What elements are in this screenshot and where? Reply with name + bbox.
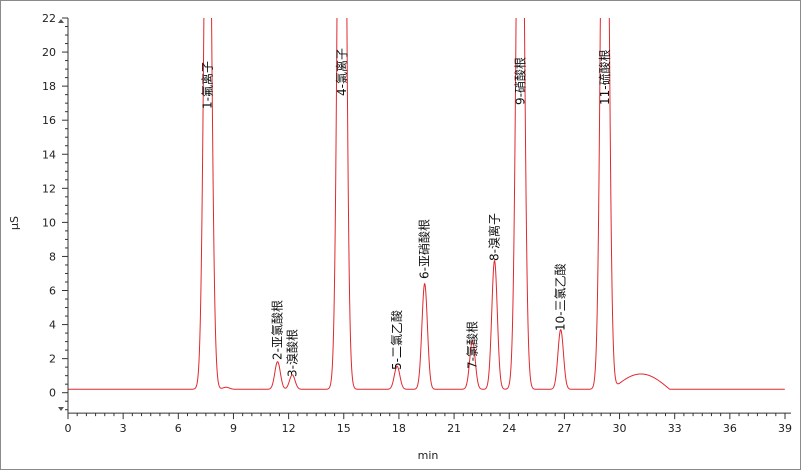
x-tick-label: 12 [282, 422, 296, 435]
peak-label: 9-硝酸根 [512, 57, 527, 105]
x-tick-label: 21 [447, 422, 461, 435]
x-tick-label: 33 [668, 422, 682, 435]
x-tick-label: 9 [230, 422, 237, 435]
y-axis-label: µS [8, 216, 21, 230]
x-tick-label: 36 [723, 422, 737, 435]
y-tick-label: 6 [49, 285, 56, 298]
peak-label: 8-溴离子 [487, 213, 502, 261]
x-tick-label: 15 [337, 422, 351, 435]
x-axis-label: min [418, 449, 439, 462]
x-tick-label: 6 [175, 422, 182, 435]
peak-label: 4-氯离子 [334, 48, 349, 96]
x-tick-label: 24 [502, 422, 516, 435]
y-tick-label: 14 [42, 148, 56, 161]
y-tick-label: 20 [42, 46, 56, 59]
y-tick-label: 10 [42, 216, 56, 229]
y-tick-label: 8 [49, 250, 56, 263]
x-tick-label: 39 [778, 422, 792, 435]
scroll-down-arrow-icon[interactable] [58, 407, 64, 411]
x-tick-label: 27 [557, 422, 571, 435]
x-tick-label: 0 [65, 422, 72, 435]
y-tick-label: 2 [49, 353, 56, 366]
peak-label: 10-三氯乙酸 [553, 263, 568, 331]
y-tick-label: 18 [42, 80, 56, 93]
peak-label: 6-亚硝酸根 [417, 219, 432, 279]
peak-label: 2-亚氯酸根 [270, 300, 285, 360]
scroll-up-arrow-icon[interactable] [58, 19, 64, 23]
peak-label: 11-硫酸根 [597, 49, 612, 105]
x-tick-label: 3 [120, 422, 127, 435]
y-tick-label: 4 [49, 319, 56, 332]
peak-label: 7-氯酸根 [465, 321, 480, 369]
y-tick-label: 22 [42, 12, 56, 25]
y-tick-label: 0 [49, 387, 56, 400]
peak-label: 1-氟离子 [200, 61, 215, 109]
chromatogram-trace [68, 18, 785, 390]
y-tick-label: 16 [42, 114, 56, 127]
y-tick-label: 12 [42, 182, 56, 195]
x-tick-label: 18 [392, 422, 406, 435]
x-tick-label: 30 [613, 422, 627, 435]
peak-label: 5-二氯乙酸 [389, 310, 404, 370]
peak-label: 3-溴酸根 [284, 329, 299, 377]
